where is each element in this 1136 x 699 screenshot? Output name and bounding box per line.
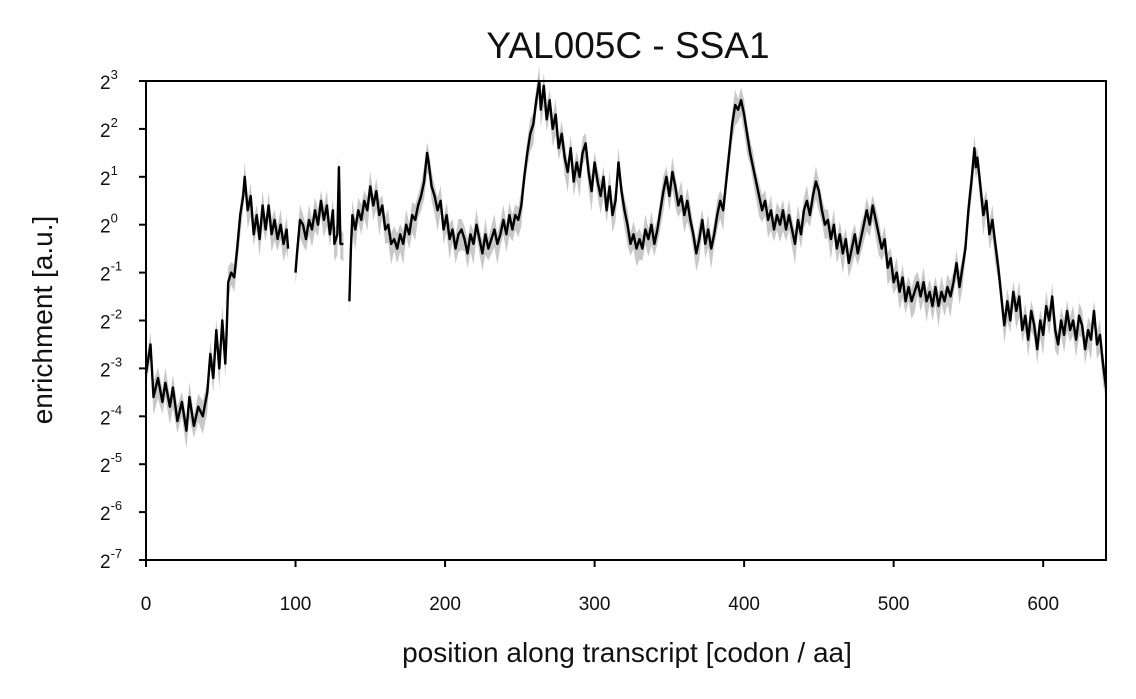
x-tick-label: 400 [728,594,760,615]
enrichment-line [348,79,1108,388]
confidence-band [146,161,289,449]
x-tick-label: 200 [429,594,461,615]
x-tick-label: 600 [1027,594,1059,615]
enrichment-line [144,175,290,432]
x-tick-label: 100 [280,594,312,615]
y-tick-label: 20 [100,211,118,238]
series-line-layer [144,79,1108,432]
y-tick-label: 21 [100,163,118,190]
chart-title: YAL005C - SSA1 [486,25,769,66]
x-tick-label: 0 [141,594,152,615]
y-tick-label: 23 [100,67,118,94]
y-axis-label: enrichment [a.u.] [27,216,58,425]
x-tick-label: 300 [579,594,611,615]
y-tick-label: 2-3 [100,354,122,381]
y-tick-label: 22 [100,115,118,142]
x-axis-label: position along transcript [codon / aa] [402,637,852,668]
confidence-band-layer [146,65,1106,449]
x-axis-ticks: 0 100 200 300 400 500 600 [141,560,1059,615]
y-axis-ticks: 23 22 21 20 2-1 2-2 2-3 2-4 2-5 2-6 2-7 [100,67,146,573]
plot-frame [145,80,1107,561]
y-tick-label: 2-2 [100,307,122,334]
x-tick-label: 500 [878,594,910,615]
y-tick-label: 2-7 [100,546,122,573]
y-tick-label: 2-5 [100,450,122,477]
y-tick-label: 2-1 [100,259,122,286]
y-tick-label: 2-4 [100,402,122,429]
enrichment-line [294,166,344,273]
y-tick-label: 2-6 [100,498,122,525]
